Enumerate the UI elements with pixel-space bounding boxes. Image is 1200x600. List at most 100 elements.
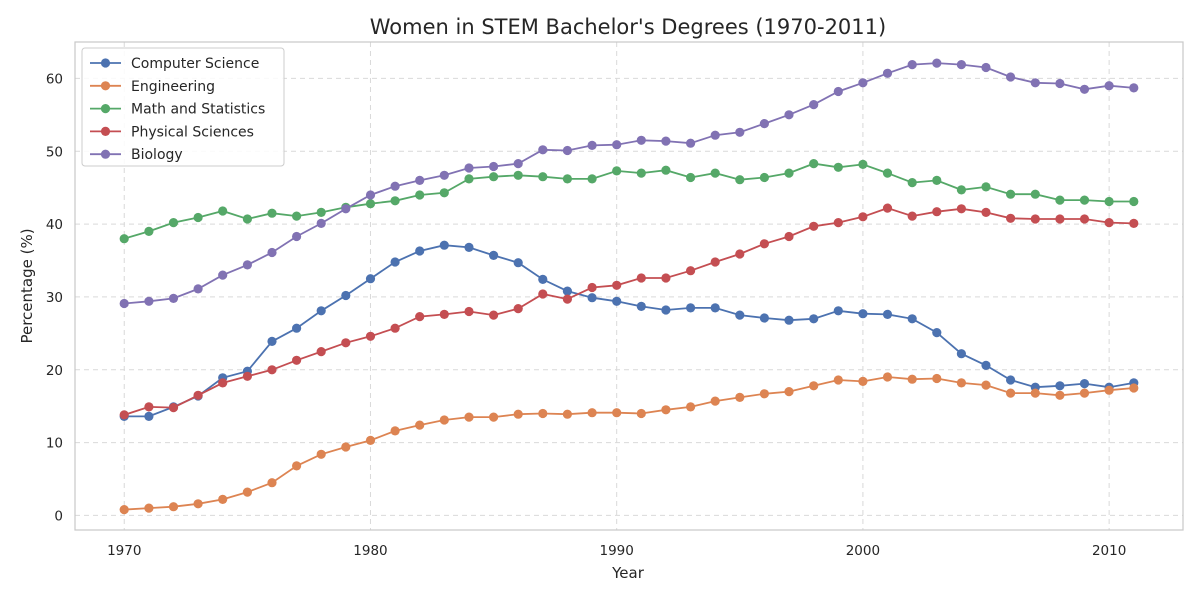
legend-entry: Engineering (90, 79, 215, 95)
data-point (562, 409, 573, 419)
data-point (1104, 196, 1114, 207)
data-point (932, 207, 942, 217)
series (119, 372, 1139, 515)
data-point (218, 206, 228, 216)
data-point (1055, 78, 1065, 89)
data-point (1055, 214, 1065, 224)
data-point (710, 130, 720, 140)
data-point (415, 246, 425, 256)
data-point (809, 100, 819, 110)
data-point (489, 172, 499, 182)
data-point (513, 304, 523, 314)
data-point (907, 314, 917, 324)
data-point (538, 289, 548, 299)
data-point (710, 168, 720, 178)
data-point (858, 376, 868, 386)
data-point (1129, 218, 1139, 228)
data-point (1030, 388, 1040, 398)
data-point (489, 250, 499, 260)
series-line (124, 244, 1134, 418)
data-point (464, 163, 474, 173)
data-point (464, 412, 474, 422)
data-point (1104, 81, 1114, 91)
legend-label: Physical Sciences (131, 124, 254, 140)
data-point (710, 303, 720, 313)
data-point (587, 293, 597, 303)
legend-entry: Physical Sciences (90, 124, 254, 140)
data-point (365, 199, 376, 209)
data-point (193, 390, 203, 400)
x-tick-label: 1970 (107, 543, 141, 559)
data-point (882, 68, 893, 78)
data-point (907, 211, 917, 221)
data-point (612, 408, 622, 418)
legend-entry: Math and Statistics (90, 102, 265, 118)
data-point (710, 396, 720, 406)
data-point (1079, 195, 1090, 205)
data-point (193, 284, 203, 294)
data-point (292, 461, 302, 471)
data-point (981, 380, 991, 390)
data-point (316, 218, 326, 228)
data-point (218, 494, 228, 504)
data-point (218, 270, 228, 280)
data-point (636, 135, 646, 145)
data-point (292, 323, 302, 333)
data-point (1129, 83, 1139, 93)
data-point (858, 309, 868, 319)
x-tick-label: 1980 (353, 543, 387, 559)
data-point (759, 119, 770, 129)
data-point (341, 204, 351, 214)
data-point (784, 387, 794, 397)
data-point (292, 211, 302, 221)
data-point (759, 172, 770, 183)
data-point (489, 161, 499, 172)
data-point (710, 257, 720, 267)
data-point (858, 159, 868, 169)
legend-label: Computer Science (131, 56, 259, 72)
data-point (267, 478, 277, 488)
y-tick-label: 30 (46, 290, 63, 306)
data-point (341, 338, 351, 348)
data-point (562, 286, 573, 296)
data-point (218, 378, 228, 388)
data-point (833, 162, 843, 172)
data-point (1055, 195, 1065, 205)
data-point (612, 296, 622, 306)
data-point (686, 303, 696, 313)
data-point (735, 392, 745, 402)
data-point (1030, 214, 1040, 224)
data-point (784, 110, 794, 120)
data-point (956, 60, 967, 70)
data-point (636, 408, 646, 419)
data-point (981, 360, 991, 370)
legend-label: Math and Statistics (131, 102, 265, 118)
data-point (636, 273, 646, 283)
data-point (144, 411, 154, 421)
data-point (489, 412, 499, 422)
series (119, 203, 1139, 420)
data-point (193, 212, 203, 223)
data-point (956, 185, 967, 195)
legend-marker (100, 149, 111, 159)
legend-marker (100, 126, 111, 136)
data-point (1104, 218, 1114, 228)
data-point (587, 140, 597, 150)
data-point (193, 499, 203, 509)
data-point (735, 175, 745, 185)
data-point (316, 207, 326, 217)
data-point (513, 170, 523, 180)
data-point (932, 175, 942, 185)
data-point (759, 239, 770, 249)
data-point (1030, 78, 1040, 88)
data-point (292, 355, 302, 365)
data-point (907, 60, 917, 70)
data-point (661, 273, 671, 283)
data-point (833, 375, 843, 385)
data-point (907, 374, 917, 384)
data-point (784, 168, 794, 178)
series-lines (119, 58, 1139, 515)
data-point (439, 170, 449, 180)
legend-box (81, 47, 285, 167)
data-point (1079, 388, 1090, 398)
